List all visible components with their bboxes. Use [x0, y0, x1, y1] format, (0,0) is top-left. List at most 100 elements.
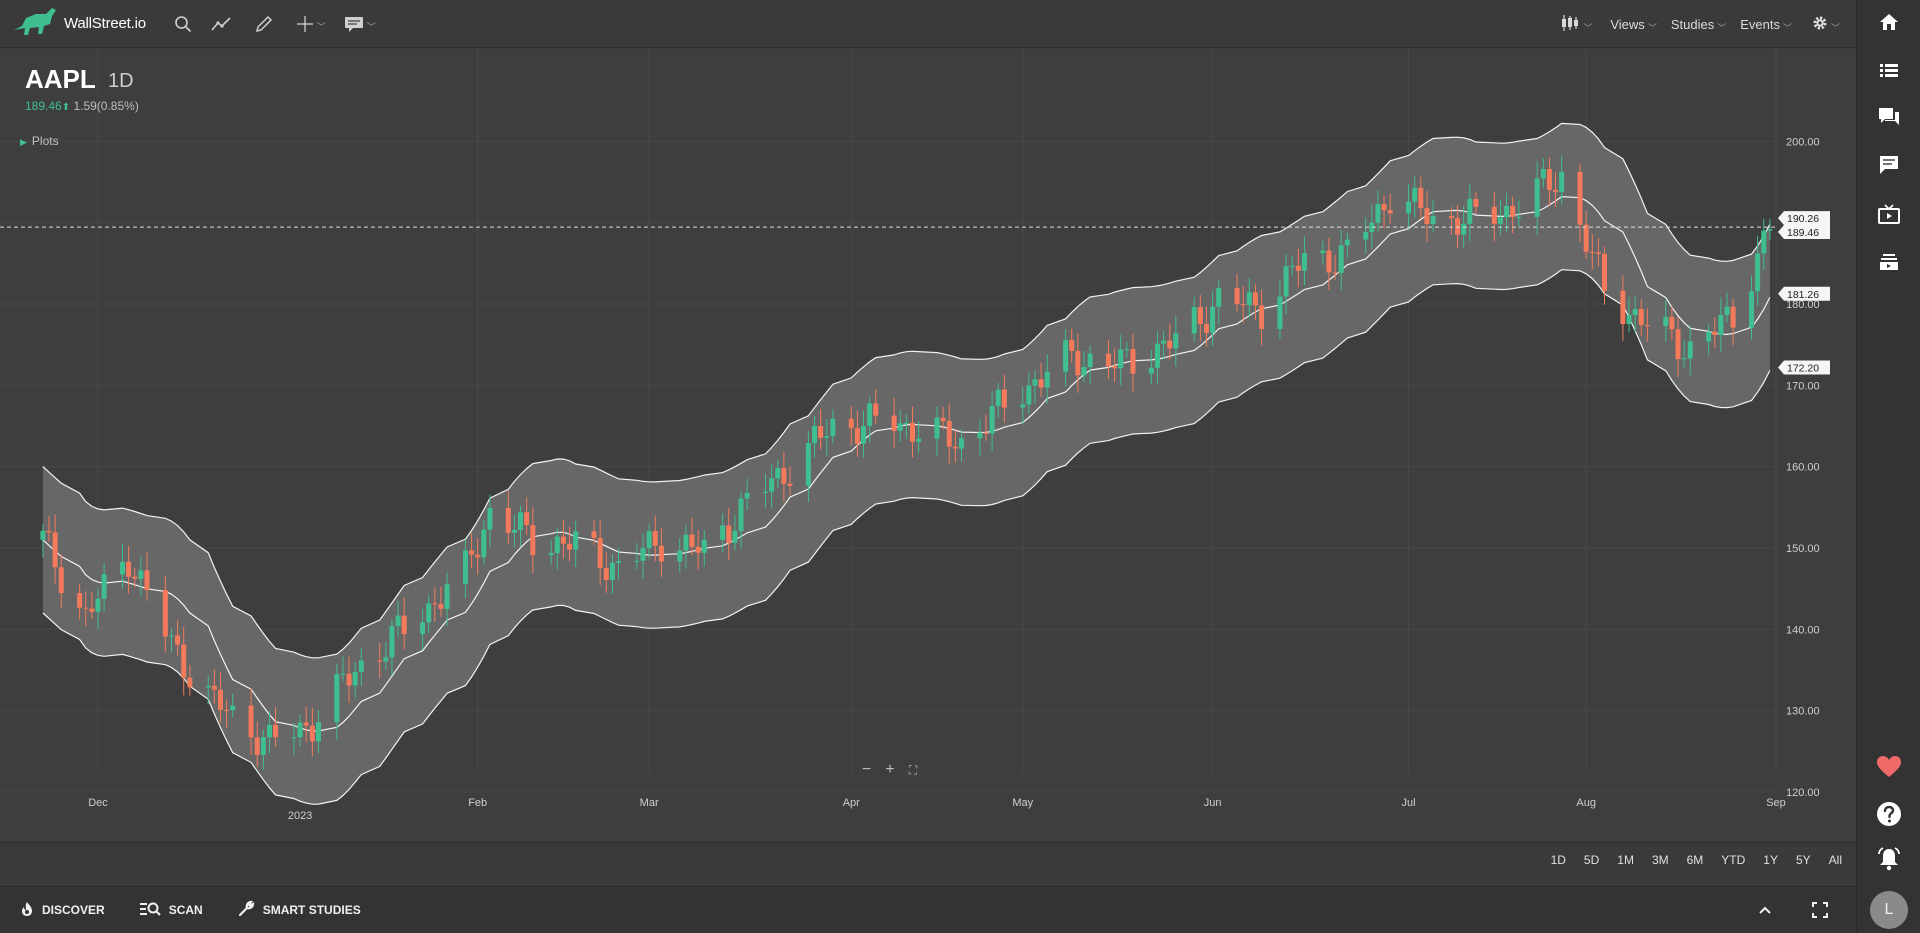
plots-toggle[interactable]: ▶ Plots: [20, 134, 59, 148]
gear-icon: [1812, 15, 1828, 34]
candle-body: [1320, 250, 1326, 253]
candle-body: [224, 709, 230, 711]
fullscreen-icon[interactable]: [1812, 902, 1828, 918]
chevron-down-icon: ﹀: [1782, 22, 1792, 33]
interval-label[interactable]: 1D: [108, 70, 134, 92]
zoom-in-button[interactable]: +: [885, 761, 895, 778]
range-6m[interactable]: 6M: [1686, 853, 1704, 867]
crosshair-icon: [296, 15, 314, 33]
symbol-label[interactable]: AAPL: [25, 64, 96, 94]
candle-body: [83, 607, 89, 609]
sidebar-chat[interactable]: [1857, 149, 1920, 185]
range-1y[interactable]: 1Y: [1763, 853, 1778, 867]
comment-button[interactable]: ﹀: [344, 14, 376, 33]
candle-body: [683, 534, 689, 551]
draw-button[interactable]: [254, 14, 274, 34]
range-1m[interactable]: 1M: [1617, 853, 1634, 867]
candle-body: [132, 576, 138, 579]
range-5d[interactable]: 5D: [1583, 853, 1600, 867]
events-menu[interactable]: Events ﹀: [1740, 15, 1792, 34]
candle-body: [1516, 216, 1522, 218]
candle-body: [1473, 198, 1479, 207]
chevron-down-icon: ﹀: [316, 22, 326, 32]
middle-band-price-tag: [1778, 286, 1830, 301]
views-label: Views: [1610, 16, 1645, 32]
x-tick-label: Aug: [1576, 797, 1596, 809]
smart-studies-label: SMART STUDIES: [262, 903, 361, 917]
candle-body: [1246, 292, 1252, 306]
discover-button[interactable]: DISCOVER: [20, 901, 105, 920]
candle-body: [1577, 171, 1583, 225]
sidebar-forum[interactable]: [1857, 101, 1920, 137]
layers-icon: [1879, 253, 1899, 276]
price-chart[interactable]: 200.00190.00180.00170.00160.00150.00140.…: [0, 49, 1856, 841]
candle-body: [1644, 325, 1650, 327]
range-all[interactable]: All: [1828, 853, 1842, 867]
candle-body: [511, 530, 517, 533]
x-tick-label: Jun: [1204, 797, 1222, 809]
studies-label: Studies: [1670, 16, 1715, 32]
candle-body: [230, 705, 236, 711]
candle-body: [677, 550, 683, 562]
range-1d[interactable]: 1D: [1550, 853, 1566, 867]
y-tick-label: 170.00: [1786, 380, 1820, 392]
chart-canvas[interactable]: 200.00190.00180.00170.00160.00150.00140.…: [0, 49, 1856, 841]
sidebar-layers[interactable]: [1857, 246, 1920, 282]
zoom-out-button[interactable]: −: [862, 761, 872, 778]
candle-body: [873, 403, 879, 416]
range-selector: 1D 5D 1M 3M 6M YTD 1Y 5Y All: [1533, 853, 1842, 867]
settings-button[interactable]: ﹀: [1812, 15, 1840, 34]
search-button[interactable]: [174, 15, 192, 33]
fit-chart-button[interactable]: ⛶: [908, 762, 918, 777]
candle-body: [854, 428, 860, 444]
sidebar-home[interactable]: [1857, 6, 1920, 42]
trendline-button[interactable]: [210, 15, 232, 33]
candle-body: [824, 436, 830, 438]
candle-body: [426, 603, 432, 623]
candle-body: [1406, 201, 1412, 214]
avatar[interactable]: L: [1870, 891, 1908, 929]
candle-body: [1112, 366, 1118, 369]
candle-body: [812, 425, 818, 444]
range-5y[interactable]: 5Y: [1795, 853, 1811, 867]
sidebar-alerts[interactable]: [1857, 843, 1920, 879]
bottom-bar: DISCOVER SCAN SMART STUDIES: [0, 886, 1856, 933]
candle-body: [138, 570, 144, 579]
candle-body: [1504, 205, 1510, 218]
candle-body: [1467, 198, 1473, 224]
candle-body: [420, 622, 426, 635]
help-icon: [1876, 801, 1902, 832]
candle-body: [1381, 204, 1387, 211]
range-3m[interactable]: 3M: [1651, 853, 1669, 867]
candle-body: [432, 603, 438, 605]
smart-studies-button[interactable]: SMART STUDIES: [237, 900, 361, 921]
candle-body: [444, 584, 450, 609]
sidebar-tv[interactable]: [1857, 198, 1920, 234]
candle-body: [469, 550, 475, 555]
views-menu[interactable]: Views ﹀: [1610, 15, 1656, 34]
sidebar-watchlist[interactable]: [1857, 54, 1920, 90]
home-icon: [1879, 13, 1899, 36]
candle-body: [1332, 272, 1338, 274]
candle-body: [77, 593, 83, 608]
chevron-up-icon[interactable]: [1758, 905, 1772, 915]
chevron-down-icon: ﹀: [1647, 22, 1657, 33]
sidebar-favorites[interactable]: [1857, 751, 1920, 787]
brand-logo[interactable]: WallStreet.io: [12, 4, 146, 43]
candle-body: [1559, 171, 1565, 193]
studies-menu[interactable]: Studies ﹀: [1671, 15, 1726, 34]
candle-body: [1210, 306, 1216, 333]
candle-body: [567, 543, 573, 550]
candle-body: [781, 467, 787, 484]
sidebar-help[interactable]: [1857, 798, 1920, 834]
y-tick-label: 150.00: [1786, 543, 1820, 555]
scan-button[interactable]: SCAN: [139, 901, 203, 920]
crosshair-button[interactable]: ﹀: [296, 14, 326, 33]
chart-type-button[interactable]: ﹀: [1560, 14, 1592, 35]
candle-body: [983, 432, 989, 434]
candle-body: [787, 483, 793, 486]
range-ytd[interactable]: YTD: [1721, 853, 1746, 867]
candle-body: [861, 426, 867, 444]
candle-body: [58, 567, 64, 594]
candle-body: [946, 421, 952, 447]
